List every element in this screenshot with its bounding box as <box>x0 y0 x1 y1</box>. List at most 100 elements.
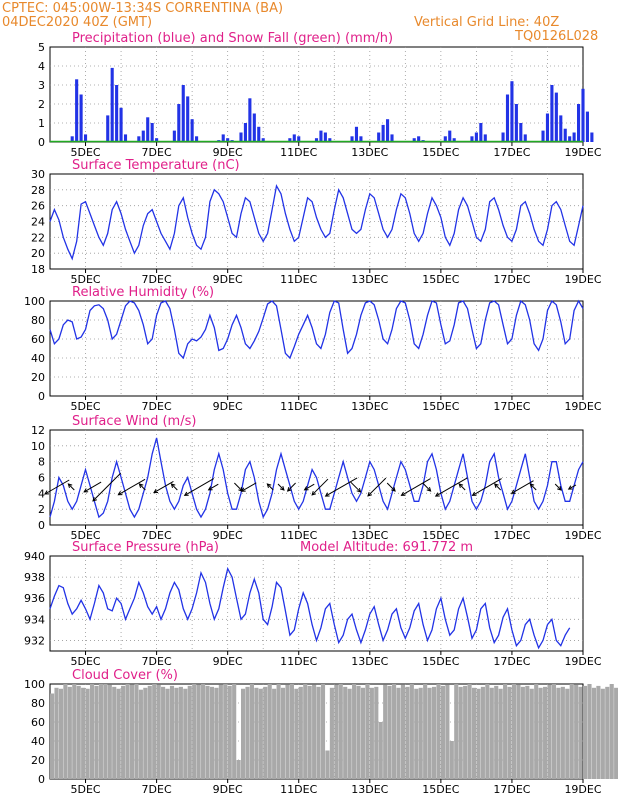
temperature-frame <box>49 173 584 270</box>
cloud-xtick-label: 19DEC <box>564 783 601 796</box>
temperature-ytick-label: 20 <box>31 247 45 260</box>
wind-ytick-label: 12 <box>31 424 45 437</box>
cloud-cover-bar <box>520 686 525 779</box>
wind-arrow-head <box>183 491 189 496</box>
precip-bar <box>581 88 585 142</box>
cloud-cover-bar <box>400 684 406 779</box>
humidity-frame <box>49 300 584 397</box>
wind-arrow-head <box>117 491 123 496</box>
cloud-panel: 0 20 40 60 80 100 5DEC 7DEC 9DEC 11DEC 13DEC 15DEC 1… <box>24 668 618 796</box>
header-station-line: CPTEC: 045:00W-13:34S CORRENTINA (BA) <box>2 1 283 16</box>
wind-arrow-head <box>367 491 372 497</box>
precip-bar <box>248 98 252 142</box>
humidity-xtick-label: 7DEC <box>142 400 172 413</box>
pressure-ytick-label: 934 <box>24 613 45 626</box>
wind-arrow <box>434 477 468 497</box>
cloud-xtick-label: 11DEC <box>280 783 317 796</box>
humidity-xtick-label: 17DEC <box>493 400 530 413</box>
wind-arrow-shaft <box>511 480 534 494</box>
precip-bar <box>319 130 323 142</box>
cloud-xtick-label: 13DEC <box>351 783 388 796</box>
header-model-code: TQ0126L028 <box>514 29 598 44</box>
cloud-cover-bar <box>201 684 206 779</box>
cloud-cover-bar <box>485 684 490 779</box>
precip-bar <box>252 113 256 142</box>
temperature-ytick-label: 30 <box>31 168 45 181</box>
cloud-cover-bar <box>196 684 201 779</box>
temperature-xtick-label: 17DEC <box>493 273 530 286</box>
precip-xtick-label: 11DEC <box>280 146 317 159</box>
temperature-xtick-label: 9DEC <box>213 273 243 286</box>
cloud-xtick-label: 17DEC <box>493 783 530 796</box>
cloud-cover-bar <box>356 685 361 779</box>
wind-arrow-head <box>356 487 362 493</box>
precip-bar <box>150 123 154 142</box>
wind-arrow-head <box>434 492 440 497</box>
precip-bar <box>479 123 483 142</box>
precip-bar <box>106 115 110 142</box>
precip-bar <box>119 107 123 142</box>
precip-bar <box>257 126 261 142</box>
wind-arrow-head <box>391 486 396 492</box>
precip-bar <box>572 132 576 142</box>
wind-xtick-label: 15DEC <box>422 529 459 542</box>
temperature-xtick-label: 19DEC <box>564 273 601 286</box>
wind-arrow-head <box>557 485 562 491</box>
cloud-cover-bar <box>374 686 379 779</box>
precip-bar <box>545 113 550 142</box>
cloud-cover-bar <box>138 689 143 779</box>
precip-bar <box>243 123 247 142</box>
cloud-cover-bar <box>614 687 618 779</box>
wind-arrow <box>422 482 432 492</box>
wind-arrow-head <box>286 486 292 492</box>
cloud-cover-bar <box>280 687 286 779</box>
cloud-cover-bar <box>112 686 117 779</box>
wind-arrow <box>183 478 215 496</box>
precip-bar <box>554 92 558 142</box>
precip-bar <box>390 134 394 142</box>
cloud-cover-bar <box>538 687 543 779</box>
temperature-line <box>49 184 584 261</box>
cloud-cover-bar <box>431 686 437 779</box>
wind-arrow-shaft <box>92 472 122 502</box>
wind-arrow-head <box>567 485 573 490</box>
cloud-cover-bar <box>547 684 552 779</box>
cloud-ytick-label: 100 <box>24 678 45 691</box>
cloud-cover-bar <box>605 686 610 779</box>
precip-bar <box>146 117 150 142</box>
cloud-cover-bar <box>121 685 126 779</box>
wind-arrow-head <box>324 492 330 497</box>
precip-bar <box>239 132 243 142</box>
cloud-cover-bar <box>525 685 530 779</box>
wind-arrow-shaft <box>529 483 537 491</box>
precip-bar <box>483 134 487 142</box>
precip-bar <box>381 124 385 142</box>
precip-bar <box>568 136 572 142</box>
wind-arrow-head <box>311 490 317 496</box>
wind-arrow <box>529 483 537 491</box>
wind-arrow <box>311 478 329 496</box>
cloud-cover-bar <box>187 685 192 779</box>
wind-arrow-head <box>138 483 144 489</box>
wind-xtick-label: 5DEC <box>70 529 100 542</box>
cloud-cover-bar <box>427 687 432 779</box>
humidity-xtick-label: 19DEC <box>564 400 601 413</box>
precip-bar <box>386 119 390 142</box>
cloud-cover-bar <box>325 750 330 779</box>
wind-arrow-shaft <box>208 483 219 491</box>
cloud-cover-bar <box>192 684 197 779</box>
cloud-xtick-label: 7DEC <box>142 783 172 796</box>
wind-arrow-head <box>510 489 516 494</box>
wind-arrow-head <box>458 483 464 489</box>
wind-arrow <box>350 481 362 493</box>
precip-bar <box>350 136 354 142</box>
cloud-cover-bar <box>298 686 303 779</box>
cloud-cover-bar <box>378 722 383 779</box>
precip-bar <box>452 138 456 142</box>
precip-bar <box>261 138 265 142</box>
precip-bar <box>186 96 190 142</box>
wind-arrow <box>138 483 146 491</box>
wind-arrow <box>303 483 315 491</box>
precip-bar <box>474 132 478 142</box>
